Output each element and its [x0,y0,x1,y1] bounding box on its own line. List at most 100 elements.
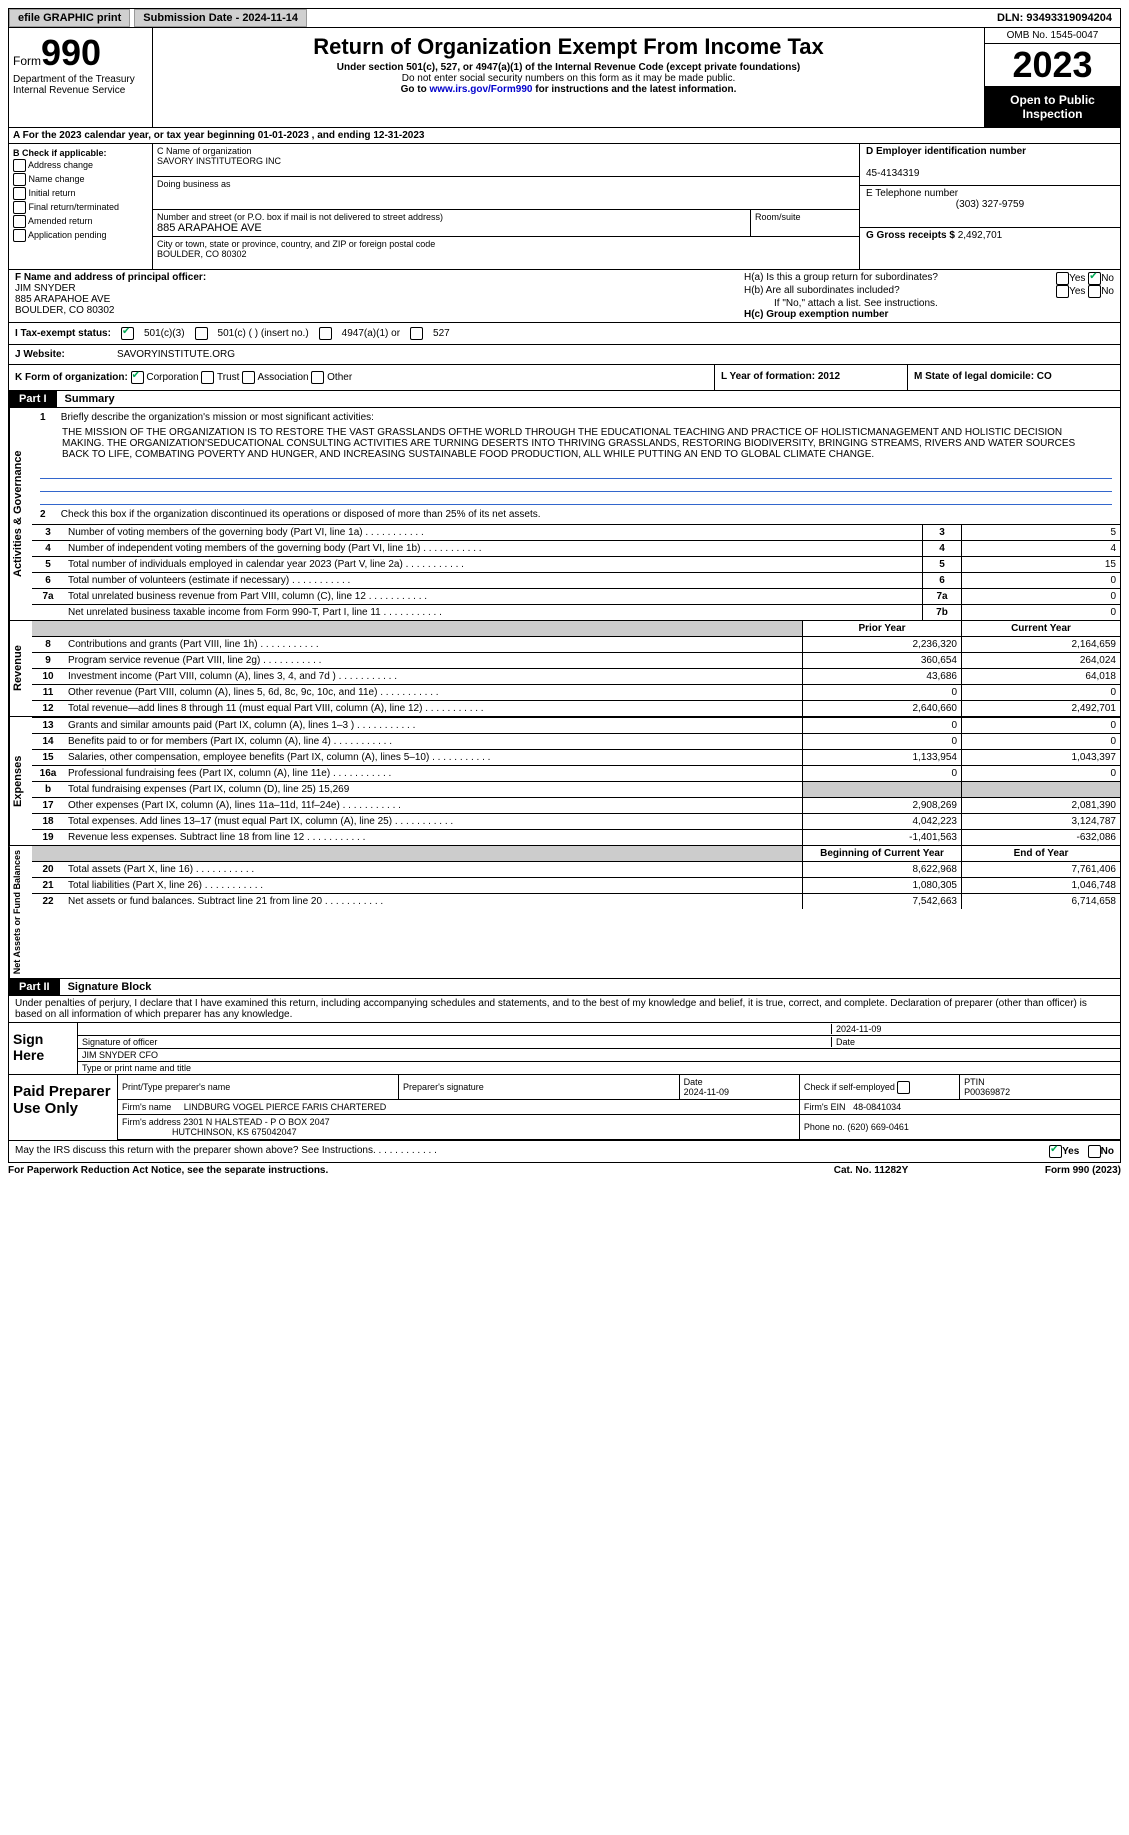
discuss-no-checkbox[interactable] [1088,1145,1101,1158]
discuss-yes-checkbox[interactable] [1049,1145,1062,1158]
mission-line [40,492,1112,505]
officer-name: JIM SNYDER CFO [82,1050,158,1060]
form-number: Form990 [13,32,148,74]
street-address: 885 ARAPAHOE AVE [157,222,746,234]
gross-receipts: 2,492,701 [958,230,1003,241]
sig-officer-label: Signature of officer [82,1037,831,1047]
top-bar: efile GRAPHIC print Submission Date - 20… [8,8,1121,28]
assoc-checkbox[interactable] [242,371,255,384]
phone-cell: E Telephone number (303) 327-9759 [860,186,1120,228]
4947-checkbox[interactable] [319,327,332,340]
city-state-zip: BOULDER, CO 80302 [157,249,855,259]
street-address-cell: Number and street (or P.O. box if mail i… [153,210,751,236]
omb-number: OMB No. 1545-0047 [985,28,1120,44]
irs-label: Internal Revenue Service [13,85,148,95]
group-return: H(a) Is this a group return for subordin… [738,270,1120,322]
perjury-declaration: Under penalties of perjury, I declare th… [8,996,1121,1023]
telephone: (303) 327-9759 [866,199,1114,210]
open-inspection: Open to Public Inspection [985,87,1120,127]
part2-header: Part II Signature Block [8,979,1121,996]
col-b-title: B Check if applicable: [13,148,148,158]
expenses-section: Expenses 13Grants and similar amounts pa… [8,717,1121,846]
principal-officer: F Name and address of principal officer:… [9,270,738,322]
mission-line [40,466,1112,479]
cat-no: Cat. No. 11282Y [771,1165,971,1176]
col-b-option[interactable]: Name change [13,173,148,186]
submission-date: Submission Date - 2024-11-14 [134,9,307,27]
part2-title: Signature Block [60,979,160,995]
tax-year: 2023 [985,44,1120,87]
expenses-table: 13Grants and similar amounts paid (Part … [32,717,1120,845]
form-header: Form990 Department of the Treasury Inter… [8,28,1121,128]
form-link-line: Go to www.irs.gov/Form990 for instructio… [157,84,980,95]
form-subtitle-1: Under section 501(c), 527, or 4947(a)(1)… [157,62,980,73]
year-formation: L Year of formation: 2012 [714,365,907,390]
row-f-h: F Name and address of principal officer:… [8,270,1121,323]
org-name-cell: C Name of organization SAVORY INSTITUTEO… [153,144,859,177]
ein-cell: D Employer identification number 45-4134… [860,144,1120,186]
activities-governance-section: Activities & Governance 1 Briefly descri… [8,408,1121,621]
dept-treasury: Department of the Treasury [13,74,148,85]
firm-address: 2301 N HALSTEAD - P O BOX 2047 [183,1117,329,1127]
activities-table: 3Number of voting members of the governi… [32,524,1120,620]
col-b-option[interactable]: Amended return [13,215,148,228]
paid-preparer-label: Paid Preparer Use Only [9,1075,118,1140]
org-name: SAVORY INSTITUTEORG INC [157,156,855,166]
expenses-label: Expenses [9,717,32,845]
hb-no-checkbox[interactable] [1088,285,1101,298]
revenue-section: Revenue Prior YearCurrent Year8Contribut… [8,621,1121,717]
gross-receipts-cell: G Gross receipts $ 2,492,701 [860,228,1120,269]
part1-header: Part I Summary [8,391,1121,408]
city-cell: City or town, state or province, country… [153,237,859,269]
other-checkbox[interactable] [311,371,324,384]
col-b-checkboxes: B Check if applicable: Address change Na… [9,144,153,269]
website-row: J Website: SAVORYINSTITUTE.ORG [8,345,1121,365]
ptin: P00369872 [964,1087,1010,1097]
corp-checkbox[interactable] [131,371,144,384]
form-ref: Form 990 (2023) [971,1165,1121,1176]
sign-here-label: Sign Here [9,1023,78,1074]
entity-info: B Check if applicable: Address change Na… [8,144,1121,270]
ha-yes-checkbox[interactable] [1056,272,1069,285]
paperwork-notice: For Paperwork Reduction Act Notice, see … [8,1165,771,1176]
527-checkbox[interactable] [410,327,423,340]
firm-phone: (620) 669-0461 [847,1122,909,1132]
self-employed-checkbox[interactable] [897,1081,910,1094]
part1-tab: Part I [9,391,57,407]
ha-no-checkbox[interactable] [1088,272,1101,285]
firm-name: LINDBURG VOGEL PIERCE FARIS CHARTERED [184,1102,387,1112]
mission-text: THE MISSION OF THE ORGANIZATION IS TO RE… [32,427,1120,466]
ein: 45-4134319 [866,168,919,179]
firm-ein: 48-0841034 [853,1102,901,1112]
discuss-row: May the IRS discuss this return with the… [8,1141,1121,1163]
revenue-label: Revenue [9,621,32,716]
form-subtitle-2: Do not enter social security numbers on … [157,73,980,84]
mission-line [40,479,1112,492]
hb-yes-checkbox[interactable] [1056,285,1069,298]
irs-link[interactable]: www.irs.gov/Form990 [429,84,532,95]
net-assets-section: Net Assets or Fund Balances Beginning of… [8,846,1121,979]
part1-title: Summary [57,391,123,407]
discontinued-question: 2 Check this box if the organization dis… [32,505,1120,524]
room-suite-cell: Room/suite [751,210,859,236]
state-domicile: M State of legal domicile: CO [907,365,1120,390]
page-footer: For Paperwork Reduction Act Notice, see … [8,1163,1121,1178]
col-b-option[interactable]: Final return/terminated [13,201,148,214]
net-assets-label: Net Assets or Fund Balances [9,846,32,978]
tax-exempt-status: I Tax-exempt status: 501(c)(3) 501(c) ( … [8,323,1121,345]
form-of-org: K Form of organization: Corporation Trus… [8,365,1121,391]
row-a-tax-year: A For the 2023 calendar year, or tax yea… [8,128,1121,144]
col-b-option[interactable]: Initial return [13,187,148,200]
efile-print-button[interactable]: efile GRAPHIC print [9,9,130,27]
revenue-table: Prior YearCurrent Year8Contributions and… [32,621,1120,716]
col-b-option[interactable]: Address change [13,159,148,172]
mission-question: 1 Briefly describe the organization's mi… [32,408,1120,427]
net-assets-table: Beginning of Current YearEnd of Year20To… [32,846,1120,909]
501c3-checkbox[interactable] [121,327,134,340]
sign-here-block: Sign Here 2024-11-09 Signature of office… [8,1023,1121,1075]
trust-checkbox[interactable] [201,371,214,384]
website: SAVORYINSTITUTE.ORG [111,345,241,364]
501c-checkbox[interactable] [195,327,208,340]
col-b-option[interactable]: Application pending [13,229,148,242]
dba-cell: Doing business as [153,177,859,210]
